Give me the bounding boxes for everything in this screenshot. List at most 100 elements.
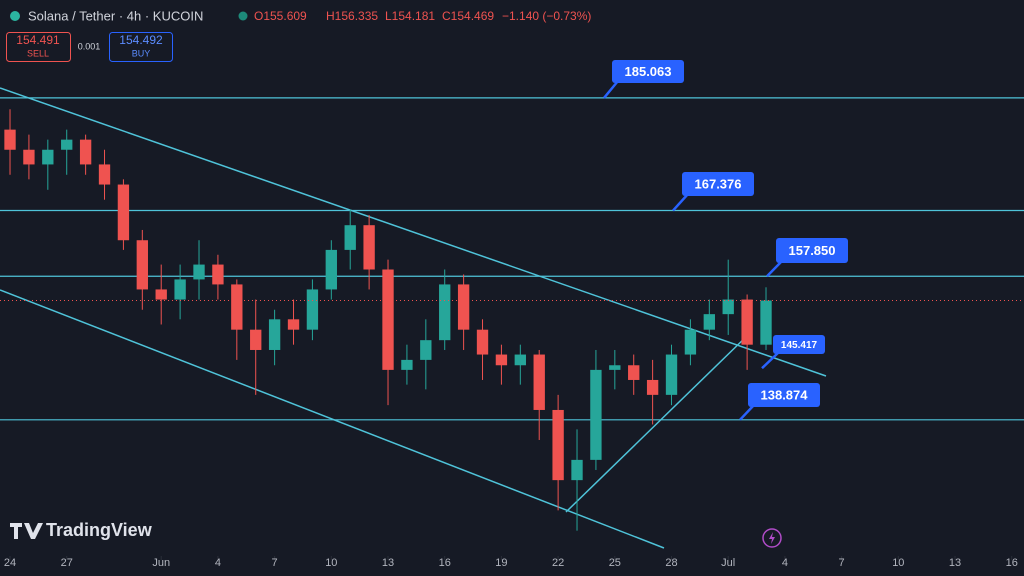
price-label	[612, 60, 684, 83]
candle-body	[552, 409, 564, 481]
candle-body	[609, 365, 621, 370]
sell-label: SELL	[27, 48, 49, 58]
candle-body	[646, 379, 659, 395]
x-tick-label: Jul	[721, 557, 735, 569]
chart-area	[0, 97, 1024, 560]
label-pointer	[761, 351, 780, 370]
open: O155.609	[254, 9, 307, 23]
price-label	[776, 238, 848, 263]
spread: 0.001	[78, 41, 101, 51]
x-tick-label: 4	[215, 557, 221, 569]
x-tick-label: 19	[495, 557, 507, 569]
candle-body	[628, 365, 640, 380]
price-label-text: 185.063	[625, 64, 672, 79]
change: −1.140 (−0.73%)	[502, 9, 591, 23]
buy-button[interactable]	[109, 32, 173, 62]
trend-line	[0, 87, 827, 377]
price-label	[773, 335, 825, 354]
price-label-text: 145.417	[781, 340, 818, 351]
candle-body	[136, 240, 148, 290]
candle-body	[4, 129, 16, 150]
x-tick-label: 28	[665, 557, 677, 569]
x-tick-label: 10	[892, 557, 904, 569]
price-label-text: 157.850	[789, 243, 836, 258]
sell-button[interactable]	[6, 32, 71, 62]
sell-price: 154.491	[16, 33, 60, 47]
x-tick-label: 7	[839, 557, 845, 569]
candle-body	[325, 249, 337, 290]
x-tick-label: 4	[782, 557, 788, 569]
x-tick-label: 22	[552, 557, 564, 569]
high: H156.335	[326, 9, 378, 23]
candle-body	[363, 225, 375, 270]
candles	[0, 109, 1024, 531]
trend-line	[565, 332, 751, 513]
x-tick-label: 13	[382, 557, 394, 569]
candle-body	[231, 284, 243, 330]
candle-body	[382, 269, 394, 370]
buy-price: 154.492	[119, 33, 163, 47]
candle-body	[722, 299, 734, 315]
label-pointer	[739, 404, 755, 421]
candle-body	[439, 284, 451, 341]
candle-body	[117, 184, 130, 241]
low: L154.181	[385, 9, 435, 23]
x-tick-label: 13	[949, 557, 961, 569]
x-tick-label: 24	[4, 557, 16, 569]
candle-body	[98, 164, 111, 185]
label-pointer	[672, 193, 689, 212]
candle-body	[457, 284, 470, 330]
candle-body	[212, 264, 224, 285]
candle-body	[42, 149, 54, 165]
alert-icon[interactable]	[762, 528, 782, 548]
x-tick-label: 7	[272, 557, 278, 569]
x-tick-label: Jun	[152, 557, 170, 569]
candle-body	[495, 354, 508, 366]
x-tick-label: 25	[609, 557, 621, 569]
candle-body	[401, 359, 413, 370]
candle-body	[306, 289, 319, 330]
label-pointer	[603, 80, 619, 99]
candle-body	[684, 329, 697, 355]
candle-body	[590, 369, 602, 460]
candle-body	[61, 139, 73, 150]
status-dot	[238, 11, 248, 21]
candle-body	[250, 329, 262, 350]
candle-body	[514, 354, 526, 366]
x-tick-label: 27	[61, 557, 73, 569]
candle-body	[174, 279, 186, 300]
candle-body	[344, 225, 356, 250]
price-label-text: 138.874	[761, 387, 809, 402]
candle-body	[703, 314, 715, 330]
symbol-icon	[10, 11, 20, 21]
candle-body	[287, 319, 300, 330]
candle-body	[760, 300, 772, 345]
x-tick-label: 16	[439, 557, 451, 569]
candle-body	[79, 139, 92, 165]
candle-body	[193, 264, 205, 280]
candle-body	[23, 149, 35, 165]
close: C154.469	[442, 9, 494, 23]
candle-body	[533, 354, 545, 410]
candle-body	[268, 319, 281, 350]
candle-body	[571, 459, 583, 481]
price-label-text: 167.376	[695, 176, 742, 191]
price-labels: 185.063 167.376 157.850 145.417 138.874	[603, 60, 848, 421]
candle-body	[741, 299, 753, 345]
brand: TradingView	[46, 520, 153, 540]
candle-body	[665, 354, 678, 395]
x-tick-label: 10	[325, 557, 337, 569]
price-label	[748, 383, 820, 407]
symbol[interactable]: Solana / Tether · 4h · KUCOIN	[28, 8, 203, 23]
candle-body	[155, 289, 167, 300]
brand-logo	[10, 523, 43, 539]
trend-line	[0, 289, 665, 549]
label-pointer	[766, 260, 783, 278]
candle-body	[476, 329, 489, 355]
alert-bolt	[769, 532, 775, 544]
price-label	[682, 172, 754, 196]
candle-body	[420, 340, 432, 360]
